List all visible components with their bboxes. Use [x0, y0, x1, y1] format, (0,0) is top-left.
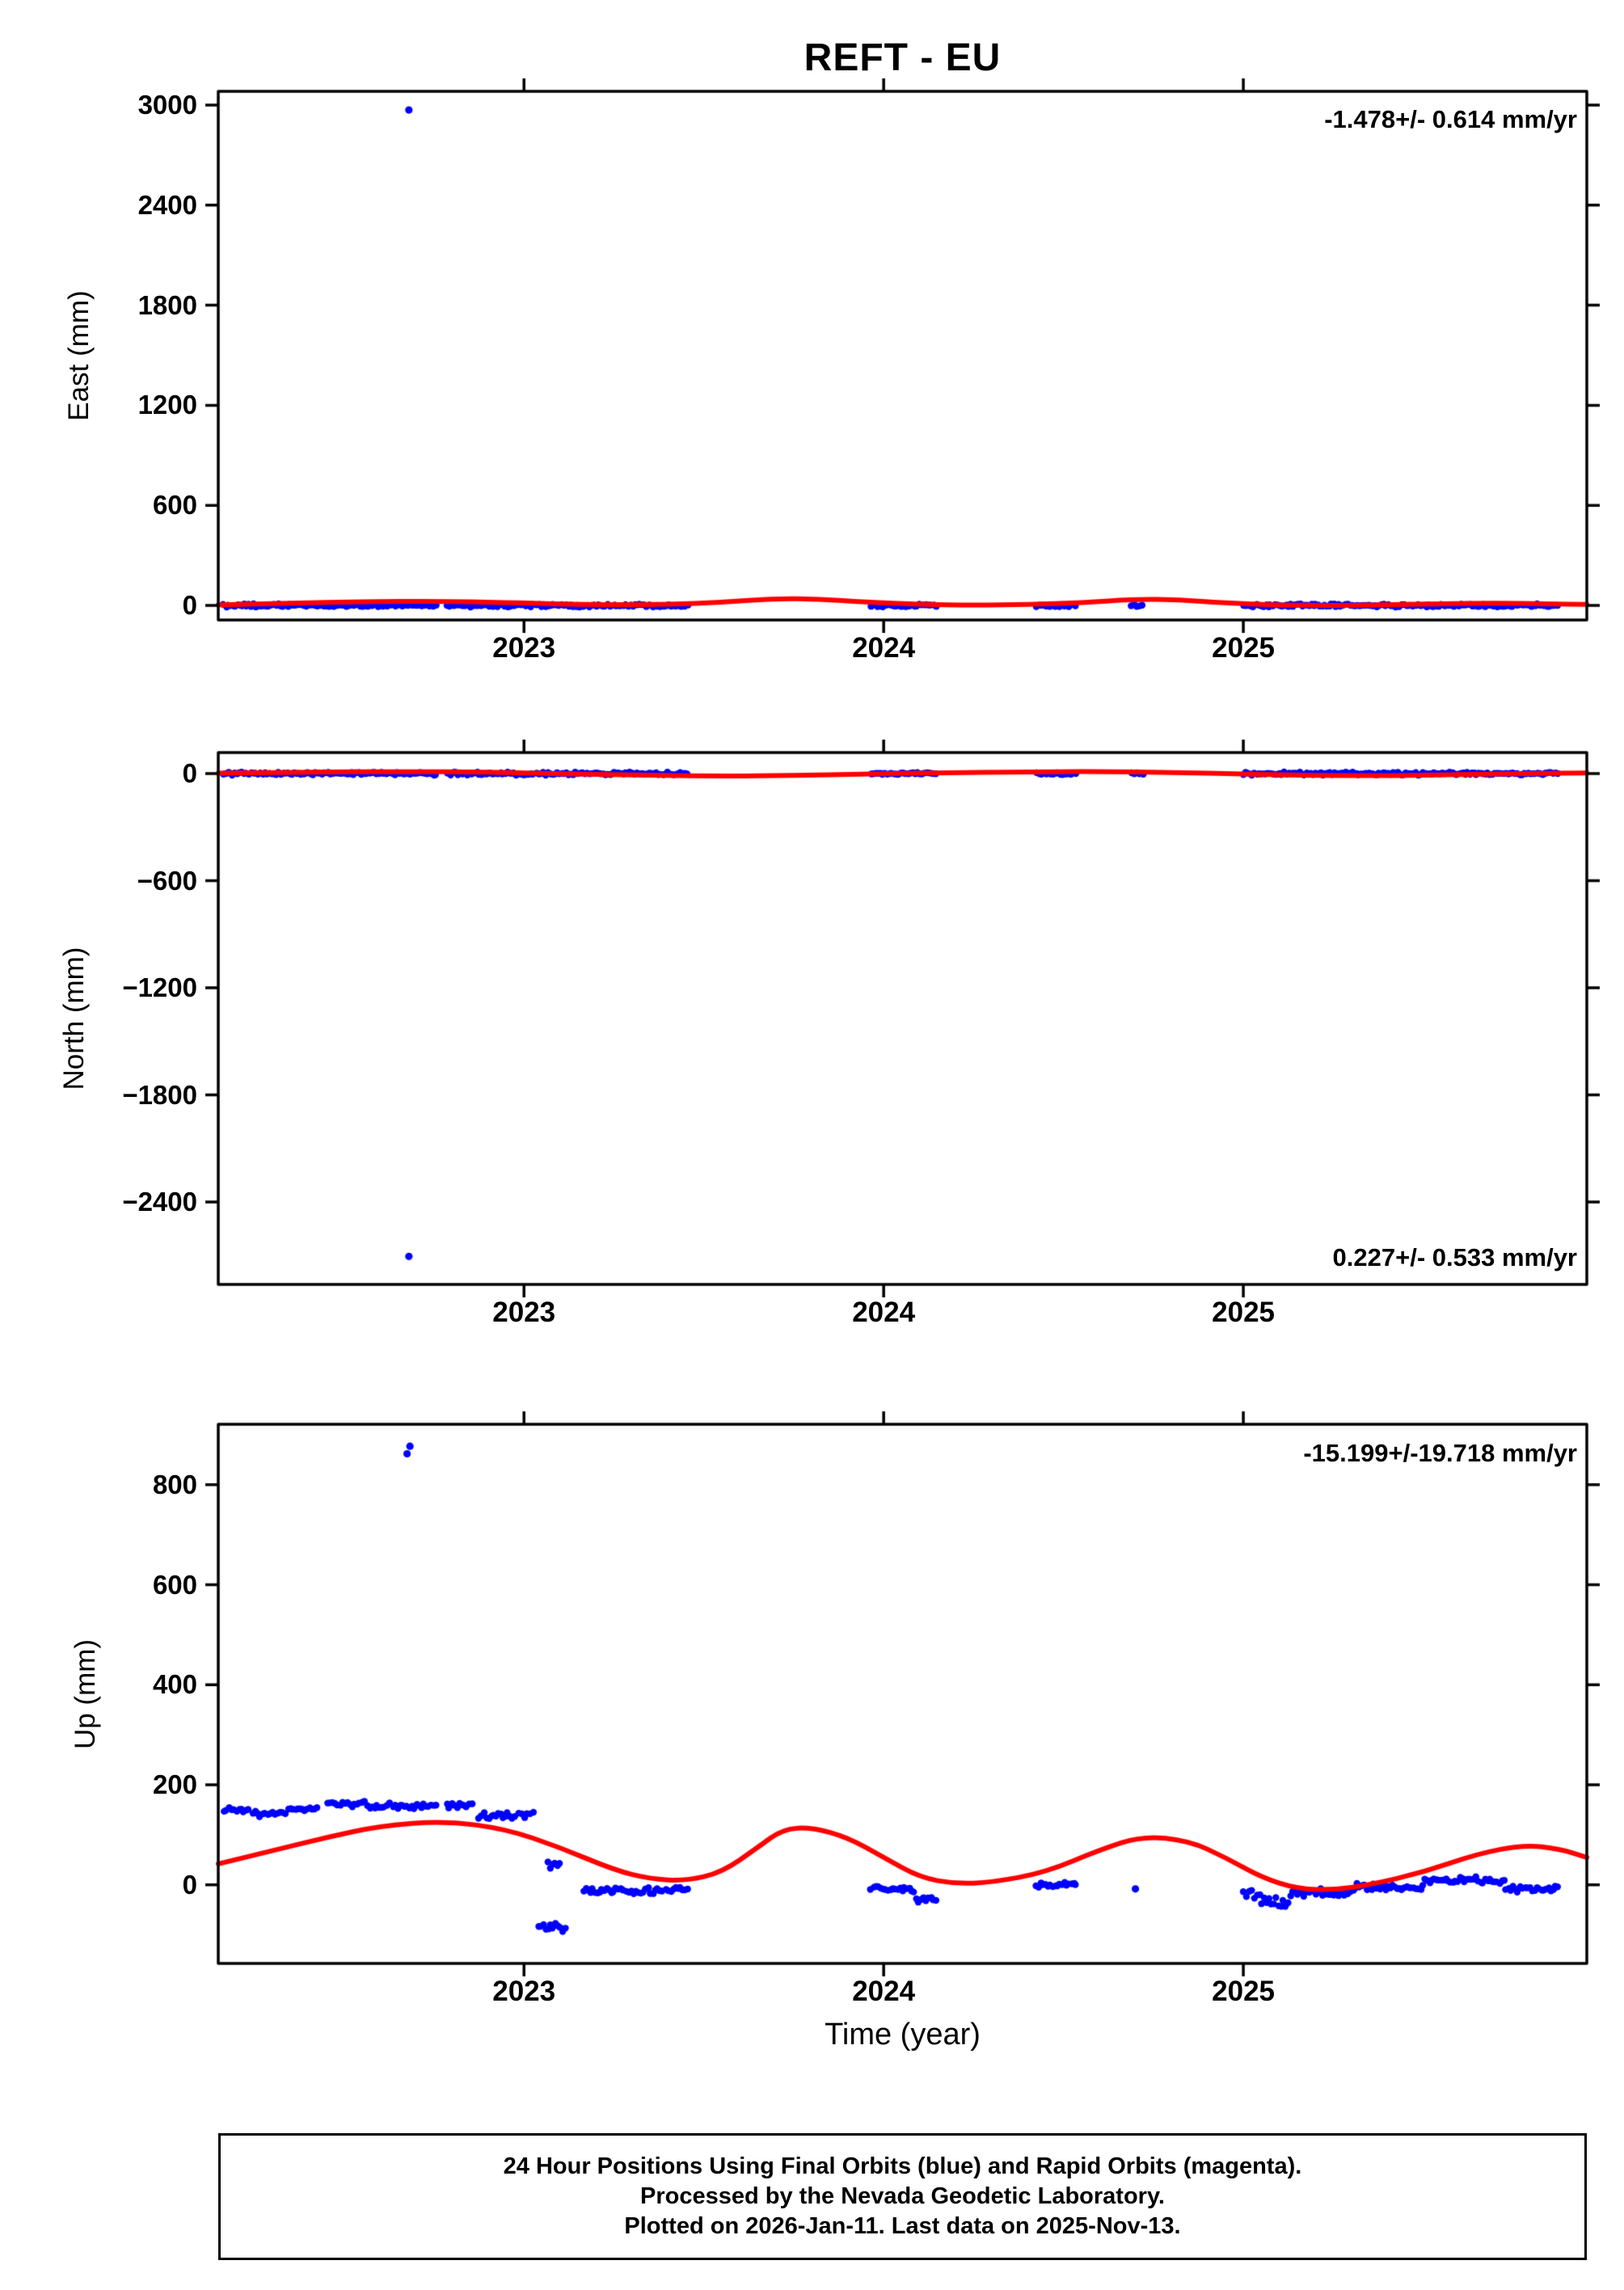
east-y-tick-label: 1800 — [137, 289, 197, 320]
east-x-tick-label: 2023 — [492, 632, 556, 664]
caption-line-orbits: 24 Hour Positions Using Final Orbits (bl… — [503, 2153, 1302, 2179]
time-axis-label: Time (year) — [825, 2018, 981, 2052]
caption-box: 24 Hour Positions Using Final Orbits (bl… — [218, 2133, 1587, 2260]
east-y-tick-label: 2400 — [137, 189, 197, 220]
up-x-tick-label: 2025 — [1212, 1976, 1276, 2007]
north-y-tick-label: −600 — [137, 865, 197, 896]
caption-line-lab: Processed by the Nevada Geodetic Laborat… — [640, 2183, 1165, 2209]
north-x-tick-label: 2024 — [852, 1297, 916, 1328]
north-x-tick-label: 2025 — [1212, 1297, 1276, 1328]
east-x-tick-label: 2025 — [1212, 632, 1276, 664]
up-y-tick-label: 800 — [152, 1469, 197, 1499]
up-panel-canvas — [174, 1380, 1624, 2008]
caption-line-dates: Plotted on 2026-Jan-11. Last data on 202… — [624, 2213, 1181, 2239]
north-panel-canvas — [174, 708, 1624, 1329]
north-y-tick-label: −1800 — [122, 1079, 197, 1110]
up-x-tick-label: 2023 — [492, 1976, 556, 2007]
up-y-tick-label: 200 — [152, 1769, 197, 1800]
up-y-tick-label: 0 — [182, 1869, 197, 1900]
up-x-tick-label: 2024 — [852, 1976, 916, 2007]
east-x-tick-label: 2024 — [852, 632, 916, 664]
east-y-tick-label: 0 — [182, 590, 197, 621]
north-x-tick-label: 2023 — [492, 1297, 556, 1328]
east-rate-annotation: -1.478+/- 0.614 mm/yr — [1324, 105, 1577, 133]
north-y-tick-label: −2400 — [122, 1186, 197, 1217]
east-y-tick-label: 3000 — [137, 89, 197, 120]
up-y-tick-label: 600 — [152, 1569, 197, 1600]
east-panel-canvas — [174, 47, 1624, 664]
east-y-tick-label: 600 — [152, 490, 197, 521]
up-rate-annotation: -15.199+/-19.718 mm/yr — [1303, 1439, 1577, 1467]
up-y-tick-label: 400 — [152, 1669, 197, 1700]
north-axis-label: North (mm) — [58, 947, 90, 1090]
north-rate-annotation: 0.227+/- 0.533 mm/yr — [1332, 1243, 1577, 1272]
north-y-tick-label: −1200 — [122, 972, 197, 1003]
north-y-tick-label: 0 — [182, 758, 197, 789]
east-y-tick-label: 1200 — [137, 390, 197, 420]
